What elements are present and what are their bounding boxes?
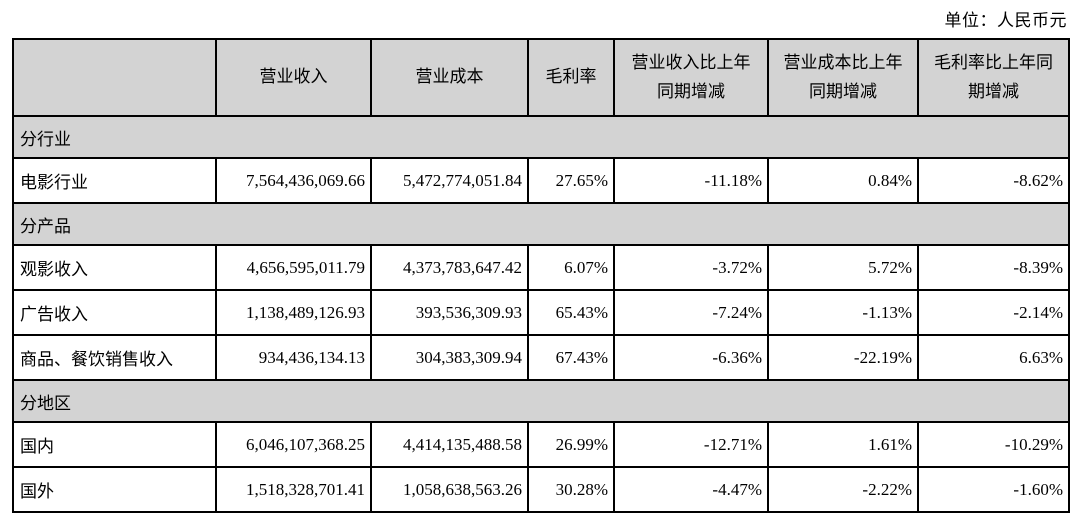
value-cell: 4,373,783,647.42 [370, 244, 529, 291]
value-cell: -1.13% [767, 289, 919, 336]
value-cell: -12.71% [613, 421, 769, 468]
column-header: 营业成本比上年 同期增减 [767, 38, 919, 117]
unit-label: 单位：人民币元 [944, 11, 1067, 30]
value-cell: 934,436,134.13 [215, 334, 372, 381]
value-cell: 1,518,328,701.41 [215, 466, 372, 513]
section-row: 分行业 [12, 115, 1070, 159]
value-cell: -22.19% [767, 334, 919, 381]
value-cell: 30.28% [527, 466, 615, 513]
corner-cell [12, 38, 217, 117]
section-title: 分地区 [12, 379, 1070, 423]
table-row: 观影收入 4,656,595,011.79 4,373,783,647.42 6.07… [12, 244, 1070, 291]
segment-results-table: 营业收入 营业成本 毛利率 营业收入比上年 同期增减 营业成本比上年 同期增减 毛利率比上… [12, 38, 1070, 513]
value-cell: -4.47% [613, 466, 769, 513]
value-cell: -7.24% [613, 289, 769, 336]
table-body: 分行业 电影行业 7,564,436,069.66 5,472,774,051.84 2… [12, 115, 1070, 513]
table-row: 商品、餐饮销售收入 934,436,134.13 304,383,309.94 67.… [12, 334, 1070, 381]
value-cell: 304,383,309.94 [370, 334, 529, 381]
value-cell: -10.29% [917, 421, 1070, 468]
section-title: 分行业 [12, 115, 1070, 159]
table-row: 国内 6,046,107,368.25 4,414,135,488.58 26.99%… [12, 421, 1070, 468]
table-row: 电影行业 7,564,436,069.66 5,472,774,051.84 27.6… [12, 157, 1070, 204]
column-header: 营业收入 [215, 38, 372, 117]
column-header: 营业成本 [370, 38, 529, 117]
table-row: 广告收入 1,138,489,126.93 393,536,309.93 65.43%… [12, 289, 1070, 336]
value-cell: -1.60% [917, 466, 1070, 513]
value-cell: 4,656,595,011.79 [215, 244, 372, 291]
row-label: 国外 [12, 466, 217, 513]
value-cell: 1,058,638,563.26 [370, 466, 529, 513]
value-cell: -8.39% [917, 244, 1070, 291]
value-cell: 65.43% [527, 289, 615, 336]
row-label: 观影收入 [12, 244, 217, 291]
value-cell: -11.18% [613, 157, 769, 204]
section-row: 分产品 [12, 202, 1070, 246]
value-cell: 26.99% [527, 421, 615, 468]
header-row: 营业收入 营业成本 毛利率 营业收入比上年 同期增减 营业成本比上年 同期增减 毛利率比上… [12, 38, 1070, 117]
value-cell: 7,564,436,069.66 [215, 157, 372, 204]
value-cell: -6.36% [613, 334, 769, 381]
value-cell: 6.63% [917, 334, 1070, 381]
value-cell: 1.61% [767, 421, 919, 468]
value-cell: 393,536,309.93 [370, 289, 529, 336]
table-row: 国外 1,518,328,701.41 1,058,638,563.26 30.28%… [12, 466, 1070, 513]
column-header: 毛利率 [527, 38, 615, 117]
value-cell: 5.72% [767, 244, 919, 291]
row-label: 电影行业 [12, 157, 217, 204]
value-cell: -2.22% [767, 466, 919, 513]
value-cell: -3.72% [613, 244, 769, 291]
value-cell: 6.07% [527, 244, 615, 291]
row-label: 商品、餐饮销售收入 [12, 334, 217, 381]
column-header: 毛利率比上年同 期增减 [917, 38, 1070, 117]
column-header: 营业收入比上年 同期增减 [613, 38, 769, 117]
section-row: 分地区 [12, 379, 1070, 423]
row-label: 国内 [12, 421, 217, 468]
value-cell: 1,138,489,126.93 [215, 289, 372, 336]
value-cell: -8.62% [917, 157, 1070, 204]
value-cell: 4,414,135,488.58 [370, 421, 529, 468]
value-cell: 0.84% [767, 157, 919, 204]
value-cell: 6,046,107,368.25 [215, 421, 372, 468]
value-cell: 67.43% [527, 334, 615, 381]
value-cell: 5,472,774,051.84 [370, 157, 529, 204]
section-title: 分产品 [12, 202, 1070, 246]
value-cell: -2.14% [917, 289, 1070, 336]
value-cell: 27.65% [527, 157, 615, 204]
row-label: 广告收入 [12, 289, 217, 336]
